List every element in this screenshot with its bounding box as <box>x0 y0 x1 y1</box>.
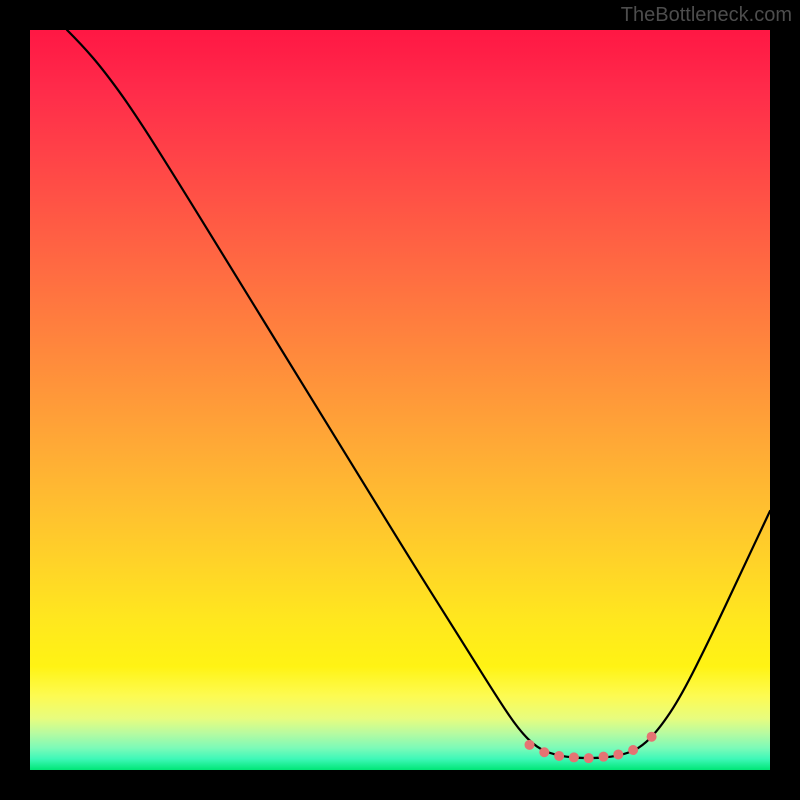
curve-marker <box>628 745 638 755</box>
curve-marker <box>525 740 535 750</box>
curve-marker <box>613 749 623 759</box>
chart-curve-layer <box>30 30 770 770</box>
curve-marker <box>569 752 579 762</box>
bottleneck-curve <box>67 30 770 758</box>
chart-plot-area <box>30 30 770 770</box>
curve-marker <box>554 751 564 761</box>
curve-markers-group <box>525 732 657 763</box>
curve-marker <box>647 732 657 742</box>
curve-marker <box>584 753 594 763</box>
watermark-text: TheBottleneck.com <box>621 4 792 27</box>
curve-marker <box>539 747 549 757</box>
curve-marker <box>599 752 609 762</box>
